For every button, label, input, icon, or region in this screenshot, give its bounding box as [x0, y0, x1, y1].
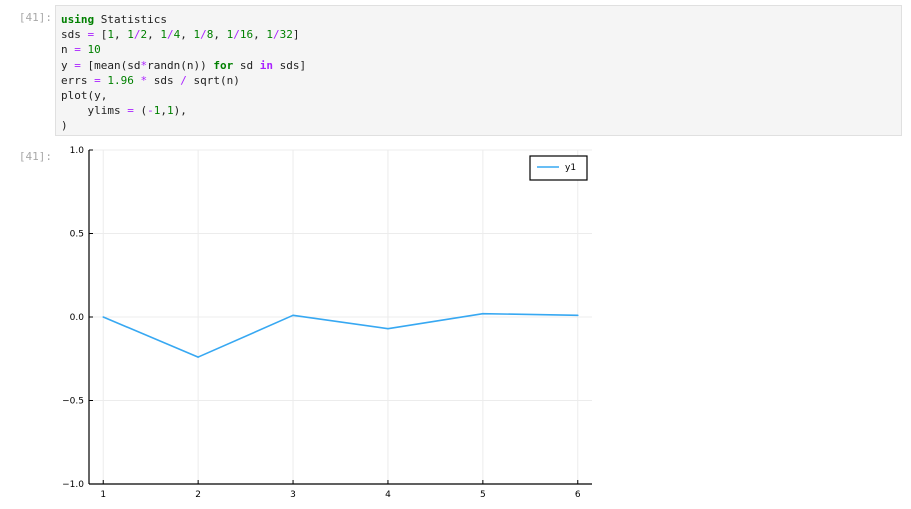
code-line: plot(y,: [61, 88, 896, 103]
plot-legend: y1: [529, 155, 588, 181]
code-token: 1: [266, 28, 273, 42]
code-token: -: [147, 104, 154, 118]
y-tick-label: −1.0: [62, 480, 84, 490]
code-token: sd: [233, 58, 260, 72]
code-token: /: [233, 28, 240, 42]
code-token: /: [273, 28, 280, 42]
code-token: Statistics: [94, 13, 167, 26]
code-token: randn(n)): [147, 58, 214, 72]
code-token: in: [259, 58, 273, 72]
code-token: ylims: [61, 104, 128, 118]
code-token: =: [94, 73, 101, 87]
code-token: 1: [127, 28, 134, 42]
code-token: ,: [147, 28, 161, 42]
plot-output: 1 2 3 4 5 6 1.0 0.5 0.0 −0.5 −1.0 y1: [62, 146, 592, 500]
series-line-y1: [102, 312, 578, 358]
code-token: [134, 74, 141, 87]
legend-box: [529, 155, 588, 181]
code-token: sqrt(n): [186, 73, 240, 87]
x-tick-label: 5: [480, 490, 486, 500]
y-tick-label: −0.5: [62, 397, 84, 407]
code-token: =: [74, 58, 81, 72]
code-token: /: [200, 28, 207, 42]
code-token: *: [140, 58, 148, 72]
code-token: y: [61, 58, 75, 72]
code-token: ,: [213, 28, 227, 42]
code-line: sds = [1, 1/2, 1/4, 1/8, 1/16, 1/32]: [61, 27, 896, 42]
x-tick-label: 4: [385, 490, 391, 500]
code-token: 2: [140, 28, 148, 42]
code-token: [81, 43, 88, 56]
data-point: [387, 327, 389, 330]
code-line: ylims = (-1,1),: [61, 103, 896, 118]
code-token: sds]: [272, 58, 307, 72]
code-line: ): [61, 118, 896, 133]
code-token: 32: [279, 28, 293, 42]
code-line: using Statistics: [61, 12, 896, 27]
code-editor[interactable]: using Statistics sds = [1, 1/2, 1/4, 1/8,…: [61, 12, 896, 134]
code-token: /: [167, 28, 174, 42]
code-token: *: [140, 73, 148, 87]
code-token: (: [133, 104, 148, 118]
code-token: sds: [61, 28, 88, 42]
code-token: ]: [292, 28, 300, 42]
code-token: =: [74, 43, 81, 57]
code-token: 10: [87, 43, 101, 57]
code-token: using: [61, 13, 95, 26]
code-line: errs = 1.96 * sds / sqrt(n): [61, 73, 896, 88]
output-prompt: [41]:: [18, 150, 52, 163]
plot-series: [102, 312, 579, 358]
data-point: [292, 314, 294, 317]
data-point: [102, 316, 105, 318]
data-point: [197, 356, 199, 358]
code-token: 4: [173, 28, 181, 42]
code-token: errs: [61, 73, 95, 87]
code-token: 1: [160, 28, 167, 42]
plot-grid: [89, 149, 592, 485]
code-token: ,: [160, 104, 167, 118]
code-token: [: [94, 28, 108, 42]
code-token: plot(y,: [61, 88, 108, 102]
code-line: y = [mean(sd*randn(n)) for sd in sds]: [61, 58, 896, 73]
x-tick-label: 6: [575, 490, 581, 500]
code-token: 1: [226, 28, 234, 42]
code-token: ),: [173, 104, 187, 118]
plot-axes: [88, 149, 592, 485]
y-tick-label: 0.5: [70, 230, 84, 240]
x-tick-label: 3: [290, 490, 296, 500]
code-token: =: [127, 104, 134, 118]
code-token: =: [87, 28, 95, 42]
code-token: 1.96: [107, 73, 134, 87]
data-point: [576, 314, 579, 317]
x-tick-label: 1: [100, 490, 106, 500]
code-token: /: [133, 28, 141, 42]
code-token: 1: [153, 104, 161, 118]
code-token: 1: [193, 28, 201, 42]
code-token: 1: [107, 28, 114, 42]
code-token: ): [61, 119, 68, 133]
plot-tick-labels: 1 2 3 4 5 6 1.0 0.5 0.0 −0.5 −1.0: [62, 146, 581, 500]
code-token: ,: [114, 28, 128, 42]
code-token: /: [180, 73, 187, 87]
code-token: sds: [147, 73, 181, 87]
code-token: n: [61, 43, 75, 57]
input-prompt: [41]:: [18, 11, 52, 24]
x-tick-label: 2: [195, 490, 201, 500]
code-token: 16: [239, 28, 254, 42]
code-token: [mean(sd: [80, 58, 141, 72]
code-line: n = 10: [61, 42, 896, 57]
code-token: ,: [180, 28, 194, 42]
code-token: 8: [206, 28, 214, 42]
code-token: ,: [253, 28, 267, 42]
legend-label: y1: [565, 163, 576, 173]
code-token: for: [213, 58, 234, 72]
y-tick-label: 1.0: [70, 146, 85, 156]
data-point: [482, 312, 484, 315]
code-cell-input[interactable]: using Statistics sds = [1, 1/2, 1/4, 1/8,…: [55, 5, 902, 136]
code-token: 1: [166, 104, 174, 118]
y-tick-label: 0.0: [70, 313, 85, 323]
